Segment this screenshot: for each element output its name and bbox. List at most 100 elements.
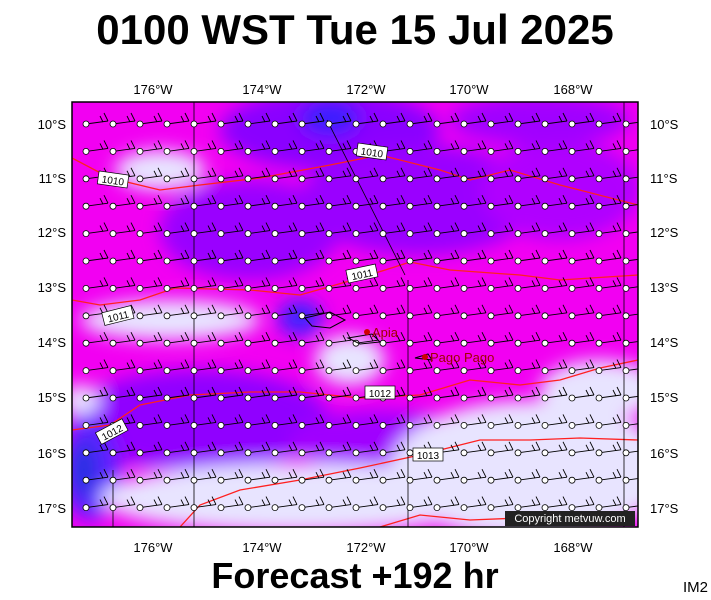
barb-station	[217, 284, 225, 292]
barb-shaft	[517, 394, 541, 399]
barb-flag	[207, 307, 212, 315]
barb-flag	[400, 441, 406, 451]
barb-flag	[562, 112, 568, 122]
barb-shaft	[598, 284, 622, 289]
barb-flag	[644, 113, 648, 121]
barb-shaft	[112, 476, 136, 481]
barb-shaft	[166, 120, 190, 125]
barb-flag	[477, 170, 482, 178]
barb-shaft	[220, 257, 244, 262]
barb-flag	[207, 499, 212, 506]
map-frame	[71, 101, 639, 528]
barb-flag	[612, 471, 617, 479]
barb-shaft	[436, 421, 460, 426]
barb-flag	[288, 197, 293, 205]
barb-flag	[373, 414, 379, 423]
barb-flag	[130, 468, 136, 478]
barb-flag	[369, 280, 374, 287]
barb-flag	[180, 252, 185, 260]
barb-flag	[454, 112, 460, 122]
barb-shaft	[274, 367, 298, 372]
barb-station	[244, 230, 252, 238]
barb-station	[163, 367, 171, 375]
barb-flag	[238, 331, 244, 341]
barb-flag	[423, 170, 428, 178]
barb-flag	[644, 332, 648, 340]
barb-station	[271, 449, 279, 457]
barb-flag	[153, 471, 158, 479]
barb-flag	[535, 140, 541, 149]
barb-station	[82, 504, 90, 512]
barb-shaft	[301, 421, 325, 426]
barb-shaft	[409, 257, 433, 262]
barb-station	[514, 147, 522, 155]
barb-station	[190, 449, 198, 457]
barb-flag	[535, 194, 541, 204]
barb-flag	[450, 389, 455, 397]
barb-shaft	[301, 230, 325, 235]
barb-shaft	[382, 421, 406, 426]
barb-flag	[315, 115, 320, 123]
barb-station	[136, 230, 144, 238]
barb-flag	[558, 471, 563, 479]
longitude-label: 168°W	[553, 82, 593, 97]
barb-flag	[616, 140, 622, 149]
barb-flag	[369, 252, 374, 260]
barb-flag	[504, 499, 509, 506]
isobar-label: 1012	[364, 385, 396, 400]
barb-station	[568, 147, 576, 155]
barb-flag	[292, 194, 298, 204]
barb-station	[190, 312, 198, 320]
barb-shaft	[490, 339, 514, 344]
barb-shaft	[301, 449, 325, 454]
barb-station	[244, 421, 252, 429]
barb-flag	[211, 277, 217, 286]
barb-flag	[508, 441, 514, 451]
barb-station	[82, 476, 90, 484]
barb-flag	[558, 143, 563, 150]
barb-flag	[315, 143, 320, 150]
barb-shaft	[301, 175, 325, 180]
isobar-label: 1013	[412, 447, 444, 462]
barb-station	[568, 312, 576, 320]
barb-flag	[454, 194, 460, 204]
barb-flag	[315, 170, 320, 178]
barb-flag	[288, 362, 293, 369]
barb-shaft	[193, 202, 217, 207]
barb-shaft	[328, 504, 352, 509]
barb-shaft	[301, 257, 325, 262]
barb-station	[325, 175, 333, 183]
barb-shaft	[247, 147, 271, 152]
barb-station	[325, 367, 333, 375]
barb-flag	[504, 225, 509, 232]
barb-shaft	[301, 202, 325, 207]
barb-shaft	[382, 476, 406, 481]
barb-shaft	[490, 202, 514, 207]
barb-station	[271, 312, 279, 320]
barb-station	[622, 202, 630, 210]
barb-shaft	[517, 120, 541, 125]
barb-shaft	[166, 284, 190, 289]
copyright-box	[505, 511, 635, 526]
barb-flag	[400, 112, 406, 122]
barb-shaft	[598, 257, 622, 262]
barb-shaft	[112, 367, 136, 372]
barb-station	[190, 230, 198, 238]
barb-flag	[288, 143, 293, 150]
barb-station	[82, 284, 90, 292]
barb-station	[82, 312, 90, 320]
barb-station	[298, 504, 306, 512]
barb-shaft	[382, 202, 406, 207]
barb-station	[406, 449, 414, 457]
barb-flag	[207, 280, 212, 287]
barb-station	[514, 449, 522, 457]
barb-flag	[427, 167, 433, 177]
barb-flag	[126, 362, 131, 369]
barb-station	[622, 147, 630, 155]
barb-flag	[508, 222, 514, 231]
barb-station	[433, 367, 441, 375]
barb-shaft	[517, 476, 541, 481]
barb-station	[595, 284, 603, 292]
barb-station	[163, 257, 171, 265]
barb-shaft	[85, 120, 109, 125]
